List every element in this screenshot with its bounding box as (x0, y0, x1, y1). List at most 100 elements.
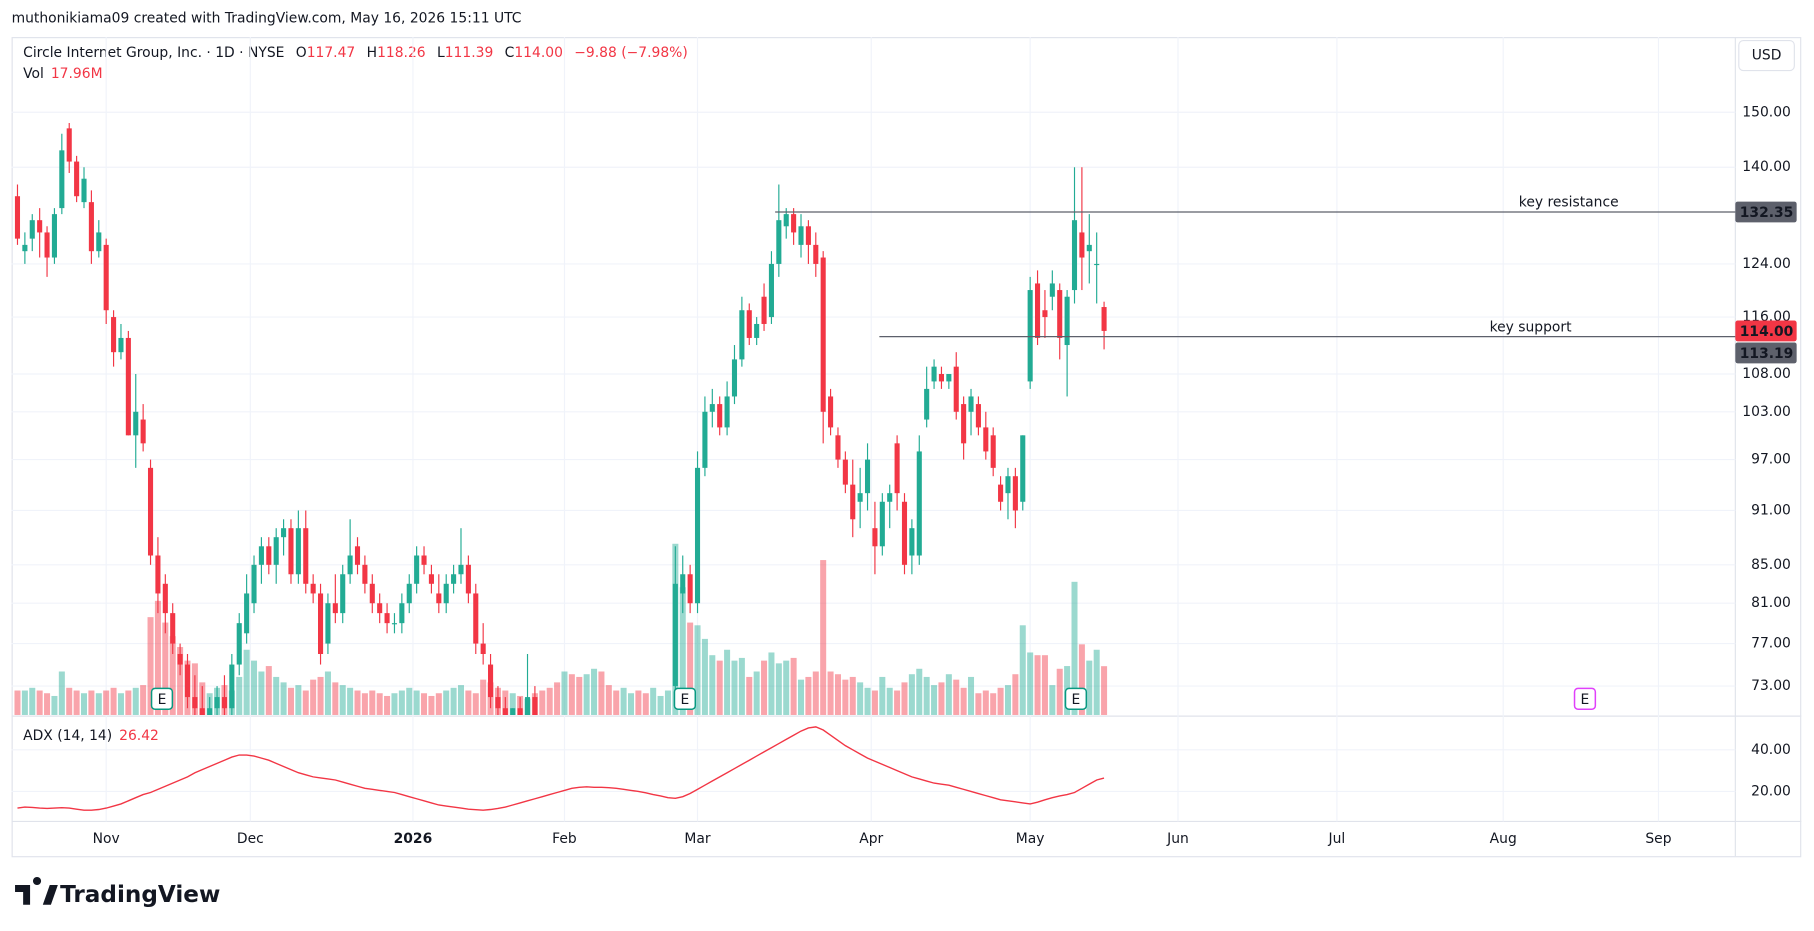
volume-bar (701, 638, 708, 715)
last-price-box (1735, 320, 1797, 342)
volume-bar (332, 682, 339, 715)
volume-bar (88, 690, 95, 715)
x-tick-label: Mar (684, 831, 710, 847)
candle-body (909, 528, 915, 556)
volume-bar (945, 674, 952, 715)
volume-bar (1019, 625, 1026, 715)
candle-body (916, 451, 922, 556)
volume-bar (376, 693, 383, 715)
currency[interactable]: USD (1752, 48, 1782, 64)
candle-body (628, 803, 633, 816)
candle-body (295, 528, 301, 575)
volume-bar (561, 671, 568, 715)
candle-body (133, 411, 139, 436)
candle-body (887, 493, 893, 502)
chart-frame (11, 37, 1802, 858)
candle-body (1042, 310, 1048, 318)
candle-body (864, 459, 871, 494)
volume-bar (894, 690, 901, 715)
volume-bar (1086, 660, 1093, 715)
candle-body (347, 555, 353, 575)
candle-body (384, 613, 390, 624)
candle-body (318, 593, 324, 654)
overlay: 150.00140.00124.00116.00108.00103.0097.0… (93, 104, 1797, 847)
candle-body (768, 263, 774, 318)
candle-body (687, 574, 693, 604)
currency-button[interactable] (1738, 39, 1795, 72)
volume-bar (1041, 655, 1048, 715)
volume-bar (982, 690, 989, 715)
candle-body (502, 708, 508, 715)
volume-bar (103, 690, 110, 715)
candle-body (901, 501, 908, 565)
low-value: 111.39 (445, 45, 494, 61)
candle-body (555, 766, 560, 791)
candle-body (879, 501, 885, 547)
candle-body (362, 564, 368, 584)
volume-bar (650, 687, 657, 715)
volume-bar (1027, 652, 1034, 715)
volume-bar (428, 695, 435, 715)
y-tick-label: 85.00 (1751, 557, 1791, 573)
candle-body (731, 359, 738, 397)
volume-bar (798, 679, 805, 715)
volume-bar (450, 687, 457, 715)
level-name: key resistance (1519, 195, 1619, 211)
candle-body (1071, 220, 1078, 291)
volume-bar (73, 690, 80, 715)
candle-body (1064, 296, 1070, 346)
candle-body (813, 244, 819, 264)
candle-body (118, 337, 124, 353)
volume-bar (997, 687, 1004, 715)
candle-body (236, 623, 242, 665)
volume-bar (620, 687, 627, 715)
volume-bar (1056, 668, 1063, 715)
volume-bar (66, 687, 73, 715)
candle-body (547, 754, 552, 766)
volume-bar (243, 649, 250, 715)
candle-body (199, 708, 205, 715)
candle-body (606, 803, 611, 816)
volume-bar (465, 690, 472, 715)
candle-body (495, 697, 501, 709)
candle-body (791, 214, 797, 233)
candle-body (14, 196, 21, 239)
candle-body (310, 583, 316, 594)
volume-bar (1034, 655, 1041, 715)
indicator-name: ADX (14, 14) (23, 728, 112, 744)
level-price-label: 113.19 (1740, 346, 1794, 362)
candle-body (872, 528, 878, 547)
candle-body (1027, 290, 1033, 382)
volume-bar (694, 625, 701, 715)
volume-bar (354, 690, 361, 715)
candle-body (59, 150, 65, 209)
candle-body (251, 564, 257, 604)
candle-body (465, 564, 471, 594)
candle-body (621, 816, 626, 829)
candle-body (273, 537, 279, 565)
y2-tick-label: 40.00 (1751, 742, 1791, 758)
volume-bar (1049, 685, 1056, 715)
open-label: O (296, 45, 307, 61)
close-value: 114.00 (514, 45, 563, 61)
volume-bar (783, 660, 790, 715)
candle-body (975, 404, 981, 428)
volume-bar (295, 685, 302, 715)
low-label: L (437, 45, 445, 61)
volume-bar (849, 676, 856, 715)
volume-bar (1012, 674, 1019, 715)
candle-body (81, 178, 87, 203)
candle-body (140, 419, 146, 444)
candle-body (938, 374, 944, 382)
candle-body (155, 555, 161, 594)
candle-body (702, 411, 708, 468)
attribution: muthonikiama09 created with TradingView.… (12, 11, 522, 27)
candle-body (192, 697, 198, 709)
volume-bar (1078, 644, 1085, 715)
earnings-badge (1064, 687, 1088, 710)
candle-body (776, 220, 782, 264)
volume-pane (14, 543, 1108, 715)
volume-bar (664, 690, 671, 715)
candle-body (162, 583, 168, 614)
